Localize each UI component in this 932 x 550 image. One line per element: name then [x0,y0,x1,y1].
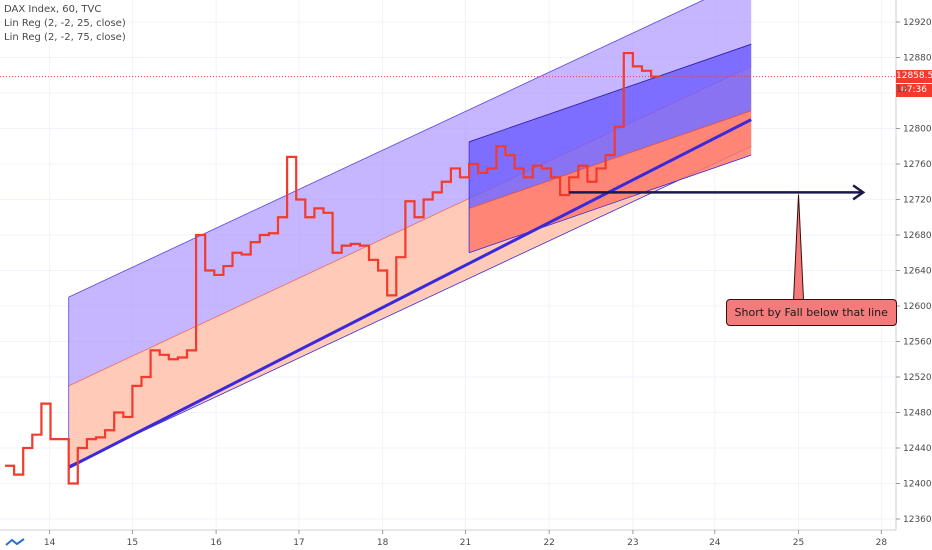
price-series-line [5,51,661,485]
short-channel-lower-band [469,110,752,253]
long-channel-upper-line [68,0,705,298]
x-tick-label: 23 [627,538,638,548]
y-tick-label: 12560.0 [903,338,932,348]
y-tick-label: 12800.0 [903,125,932,135]
y-tick-label: 12440.0 [903,444,932,454]
y-tick-label: 12720.0 [903,196,932,206]
x-tick-label: 14 [44,538,56,548]
last-price-tag: 12858.5 [896,69,932,83]
x-tick-label: 18 [377,538,389,548]
y-tick-label: 12760.0 [903,160,932,170]
short-channel-mid-line [468,110,752,209]
x-tick-label: 21 [460,538,471,548]
x-tick-label: 16 [210,538,222,548]
annotation-callout[interactable]: Short by Fall below that line [725,299,897,326]
legend-study-lin-reg-75[interactable]: Lin Reg (2, -2, 75, close) [4,32,126,43]
tradingview-logo-icon[interactable] [0,536,30,550]
x-tick-label: 24 [709,538,721,548]
y-tick-label: 12680.0 [903,231,932,241]
time-axis[interactable]: 14 15 16 17 18 21 22 23 24 25 28 [44,530,887,548]
y-tick-label: 12600.0 [903,302,932,312]
y-tick-label: 12640.0 [903,267,932,277]
y-tick-label: 12360.0 [903,515,932,525]
y-tick-label: 12480.0 [903,409,932,419]
price-axis[interactable]: 12360.0 12400.0 12440.0 12480.0 12520.0 12560… [896,18,932,525]
legend-study-lin-reg-25[interactable]: Lin Reg (2, -2, 25, close) [4,18,126,29]
arrow-head-icon [852,184,866,201]
short-channel-upper-band [469,44,752,209]
x-tick-label: 25 [793,538,804,548]
y-tick-label: 12920.0 [903,18,932,28]
countdown-tag: 07:36 [896,83,932,97]
legend-symbol[interactable]: DAX Index, 60, TVC [4,4,102,15]
y-tick-label: 12880.0 [903,54,932,64]
long-channel-upper-band [68,0,752,386]
long-channel-lower-line [68,145,752,467]
short-channel-lower-line [468,154,752,254]
x-tick-label: 22 [543,538,554,548]
chart-legend: DAX Index, 60, TVC Lin Reg (2, -2, 25, c… [4,3,126,45]
x-tick-label: 17 [293,538,304,548]
price-axis-partial-label: 12 [896,84,908,95]
x-tick-label: 15 [127,538,138,548]
y-tick-label: 12400.0 [903,480,932,490]
x-tick-label: 28 [876,538,888,548]
y-tick-label: 12520.0 [903,373,932,383]
support-trendline [68,118,752,469]
short-channel-upper-line [468,43,752,143]
